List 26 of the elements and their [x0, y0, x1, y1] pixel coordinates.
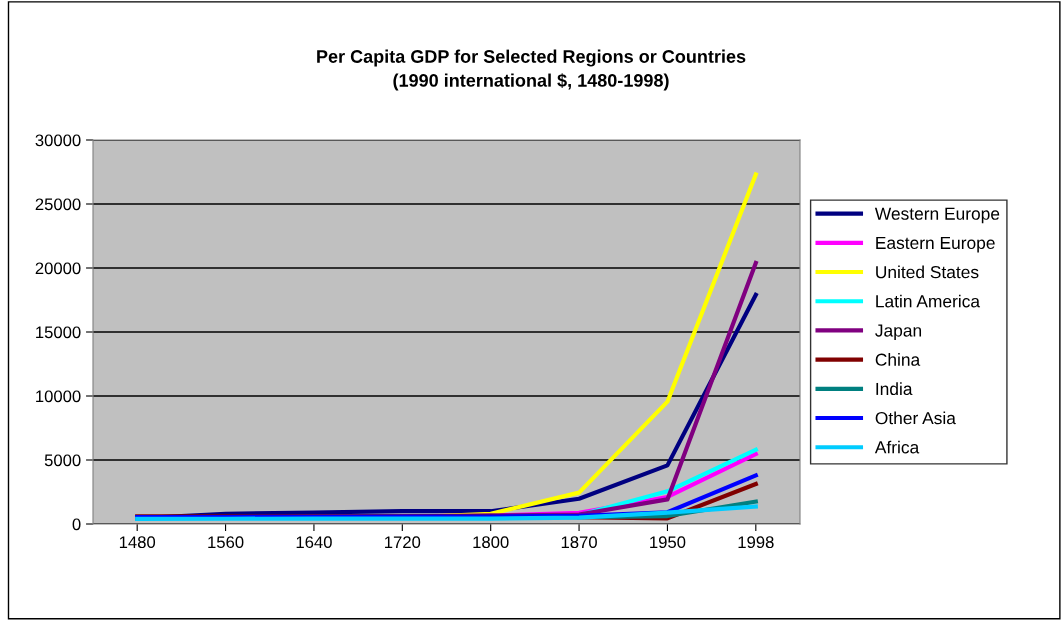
- x-tick-label: 1998: [738, 536, 774, 549]
- line-series: [135, 504, 758, 521]
- legend-label: China: [875, 353, 921, 366]
- x-tick-label: 1800: [473, 536, 509, 549]
- y-tick-label: 10000: [36, 390, 81, 403]
- x-tick-label: 1720: [385, 536, 421, 549]
- legend-label: Western Europe: [874, 207, 1000, 224]
- x-tick-label: 1480: [119, 536, 156, 549]
- legend-label: Africa: [874, 440, 920, 454]
- legend-label: United States: [876, 265, 979, 279]
- y-tick-label: 20000: [35, 262, 81, 275]
- x-tick-label: 1560: [208, 536, 244, 549]
- chart-title: Per Capita GDP for Selected Regions or Countries (1990 international $, 1480-1998): [317, 49, 746, 91]
- y-tick-label: 15000: [36, 326, 81, 339]
- legend-label: Eastern Europe: [876, 236, 995, 253]
- x-tick-label: 1640: [296, 536, 332, 549]
- legend-label: India: [876, 382, 913, 396]
- y-tick-label: 25000: [35, 198, 81, 211]
- legend-label: Japan: [875, 324, 922, 341]
- x-tick-label: 1870: [561, 536, 597, 549]
- x-tick-label: 1950: [650, 536, 686, 549]
- y-tick-label: 0: [72, 518, 81, 531]
- y-tick-label: 5000: [44, 454, 81, 467]
- legend-label: Latin America: [876, 294, 981, 308]
- y-tick-label: 30000: [35, 134, 81, 147]
- legend-label: Other Asia: [875, 411, 956, 425]
